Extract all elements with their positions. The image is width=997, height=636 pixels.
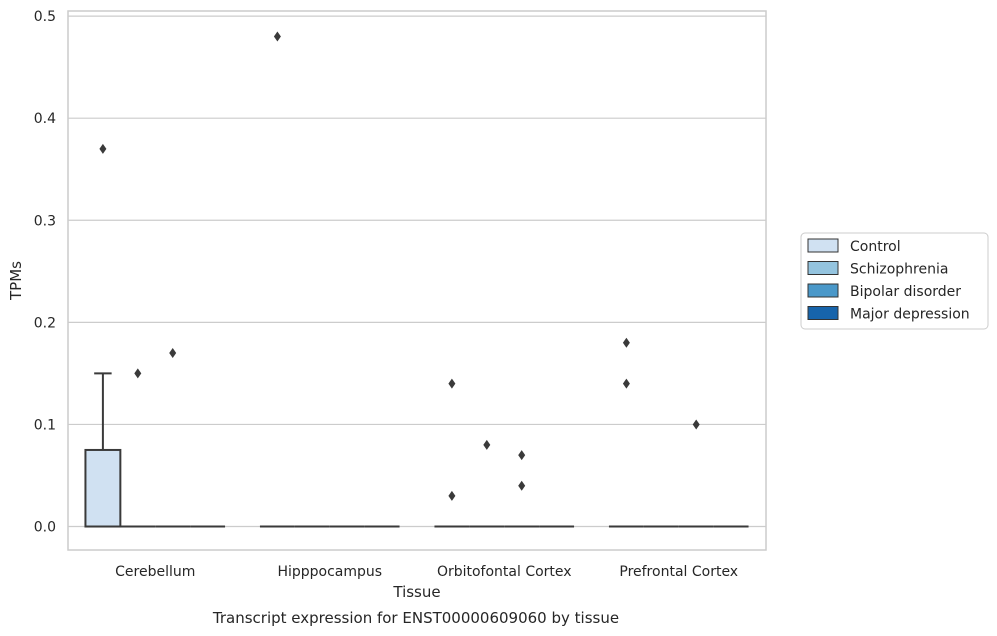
outlier-point (483, 439, 491, 450)
y-tick-label: 0.5 (34, 9, 56, 25)
plot-frame (67, 10, 767, 551)
y-axis-label: TPMs (7, 261, 25, 301)
y-axis-ticks: 0.0 0.1 0.2 0.3 0.4 0.5 (34, 9, 56, 535)
legend-swatch (807, 238, 839, 253)
legend-label: Control (850, 239, 901, 255)
outlier-points (99, 31, 700, 501)
x-axis-ticks: Cerebellum Hipppocampus Orbitofontal Corte… (115, 564, 738, 580)
outlier-point (622, 337, 630, 348)
x-tick-label: Hipppocampus (277, 564, 382, 580)
legend-label: Major depression (850, 307, 970, 323)
outlier-point (448, 490, 456, 501)
outlier-point (169, 347, 177, 358)
outlier-point (99, 143, 107, 154)
x-tick-label: Orbitofontal Cortex (437, 564, 572, 580)
legend-swatch (807, 306, 839, 320)
y-tick-label: 0.2 (34, 315, 56, 331)
legend-swatch (807, 283, 839, 298)
box-groups (84, 372, 749, 528)
outlier-point (692, 419, 700, 430)
legend: Control Schizophrenia Bipolar disorder Majo… (800, 232, 989, 330)
y-tick-label: 0.3 (34, 213, 56, 229)
legend-label: Bipolar disorder (850, 284, 961, 300)
box-cerebellum-control (84, 372, 122, 528)
outlier-point (518, 480, 526, 491)
legend-label: Schizophrenia (850, 262, 948, 278)
y-tick-label: 0.1 (34, 417, 56, 433)
outlier-point (448, 378, 456, 389)
legend-frame (800, 232, 989, 330)
box-rect (84, 448, 122, 528)
outlier-point (518, 450, 526, 461)
outlier-point (622, 378, 630, 389)
chart-caption: Transcript expression for ENST0000060906… (212, 609, 619, 627)
outlier-point (273, 31, 281, 42)
x-tick-label: Cerebellum (115, 564, 195, 580)
x-tick-label: Prefrontal Cortex (619, 564, 738, 580)
x-axis-label: Tissue (392, 583, 440, 601)
legend-swatch (807, 261, 839, 275)
y-tick-label: 0.0 (34, 520, 56, 536)
y-tick-label: 0.4 (34, 111, 56, 127)
grid-lines (68, 15, 766, 528)
outlier-point (134, 368, 142, 379)
